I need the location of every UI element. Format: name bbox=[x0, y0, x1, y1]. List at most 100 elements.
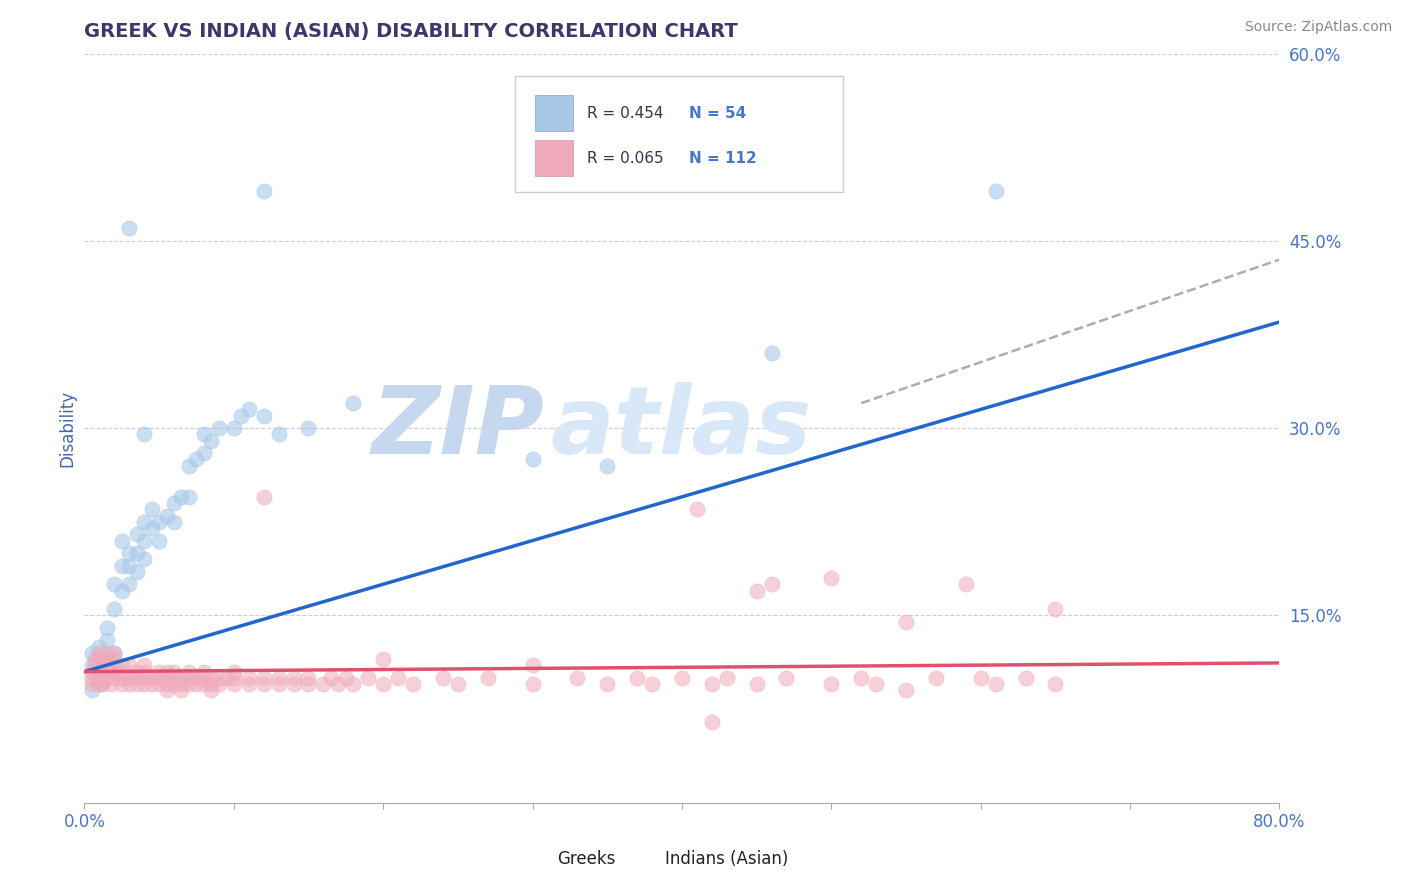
Point bbox=[148, 677, 170, 691]
Point bbox=[125, 546, 148, 560]
Point bbox=[91, 677, 114, 691]
Point bbox=[297, 421, 319, 435]
Point bbox=[357, 671, 380, 685]
Point bbox=[215, 671, 238, 685]
Point bbox=[111, 665, 134, 679]
Point bbox=[267, 671, 290, 685]
Point bbox=[83, 658, 105, 673]
Point bbox=[231, 409, 253, 423]
Point bbox=[118, 558, 141, 573]
Point bbox=[170, 490, 193, 504]
Point bbox=[111, 658, 134, 673]
Point bbox=[89, 652, 111, 666]
Point bbox=[118, 546, 141, 560]
FancyBboxPatch shape bbox=[520, 847, 551, 872]
Point bbox=[155, 665, 177, 679]
Point bbox=[253, 184, 276, 198]
Point bbox=[163, 677, 186, 691]
Text: ZIP: ZIP bbox=[371, 382, 544, 475]
Point bbox=[402, 677, 425, 691]
Point bbox=[155, 671, 177, 685]
Point bbox=[125, 671, 148, 685]
Point bbox=[477, 671, 499, 685]
Point bbox=[267, 677, 290, 691]
Point bbox=[80, 677, 103, 691]
Point bbox=[103, 652, 125, 666]
Point bbox=[89, 646, 111, 660]
Point bbox=[387, 671, 409, 685]
Point bbox=[103, 646, 125, 660]
Point bbox=[132, 671, 156, 685]
Point bbox=[1014, 671, 1036, 685]
Text: atlas: atlas bbox=[551, 382, 811, 475]
Point bbox=[148, 533, 170, 548]
Point bbox=[312, 677, 335, 691]
Point bbox=[132, 665, 156, 679]
Point bbox=[253, 671, 276, 685]
Point bbox=[103, 646, 125, 660]
Point bbox=[100, 677, 122, 691]
Point bbox=[700, 714, 723, 729]
Point bbox=[80, 665, 103, 679]
Point bbox=[193, 446, 215, 460]
Point bbox=[1045, 602, 1067, 616]
Point bbox=[342, 396, 364, 410]
Point bbox=[83, 652, 105, 666]
Point bbox=[373, 652, 395, 666]
Point bbox=[103, 658, 125, 673]
Point bbox=[328, 677, 350, 691]
Point bbox=[177, 665, 200, 679]
Point bbox=[89, 665, 111, 679]
Point bbox=[984, 677, 1007, 691]
Point bbox=[745, 583, 768, 598]
Point bbox=[163, 496, 186, 510]
Point bbox=[132, 658, 156, 673]
Point bbox=[163, 671, 186, 685]
Point bbox=[177, 677, 200, 691]
Text: Greeks: Greeks bbox=[558, 850, 616, 868]
Point bbox=[132, 533, 156, 548]
Point bbox=[125, 665, 148, 679]
Point bbox=[1045, 677, 1067, 691]
Point bbox=[641, 677, 664, 691]
Text: R = 0.454: R = 0.454 bbox=[588, 106, 664, 121]
Point bbox=[103, 671, 125, 685]
Point bbox=[686, 502, 709, 516]
Point bbox=[132, 552, 156, 566]
Point bbox=[253, 490, 276, 504]
Point bbox=[118, 677, 141, 691]
Point bbox=[155, 683, 177, 698]
Point bbox=[208, 671, 231, 685]
Point bbox=[567, 671, 589, 685]
Point bbox=[596, 677, 619, 691]
Point bbox=[170, 671, 193, 685]
Point bbox=[222, 671, 245, 685]
Point bbox=[177, 458, 200, 473]
Point bbox=[96, 665, 118, 679]
Point bbox=[96, 621, 118, 635]
Point bbox=[208, 677, 231, 691]
Point bbox=[186, 677, 208, 691]
Point bbox=[177, 671, 200, 685]
Point bbox=[253, 677, 276, 691]
Point bbox=[297, 677, 319, 691]
Text: N = 112: N = 112 bbox=[689, 151, 756, 166]
Point bbox=[148, 665, 170, 679]
Point bbox=[283, 671, 305, 685]
Point bbox=[671, 671, 693, 685]
Point bbox=[155, 508, 177, 523]
Point bbox=[626, 671, 648, 685]
FancyBboxPatch shape bbox=[628, 847, 658, 872]
Point bbox=[373, 677, 395, 691]
Point bbox=[141, 521, 163, 535]
Point bbox=[193, 665, 215, 679]
Point bbox=[100, 665, 122, 679]
Point bbox=[80, 671, 103, 685]
Point bbox=[522, 677, 544, 691]
FancyBboxPatch shape bbox=[534, 95, 574, 131]
Point bbox=[118, 577, 141, 591]
Point bbox=[238, 677, 260, 691]
Point bbox=[700, 677, 723, 691]
Point bbox=[103, 665, 125, 679]
Point bbox=[894, 615, 917, 629]
